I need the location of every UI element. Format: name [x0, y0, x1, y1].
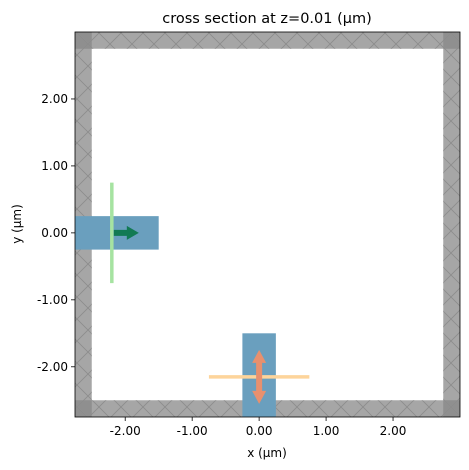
- x-tick-label: -2.00: [110, 424, 141, 438]
- x-tick-label: 2.00: [380, 424, 407, 438]
- x-axis-label: x (μm): [247, 446, 287, 460]
- plot-area: [75, 32, 460, 417]
- x-tick-label: -1.00: [177, 424, 208, 438]
- source-direction-arrow: [113, 225, 139, 240]
- pml-right-hatch: [443, 32, 460, 417]
- plot-frame: [74, 31, 461, 418]
- y-axis: 2.00 1.00 0.00 -1.00 -2.00: [37, 92, 75, 374]
- y-tick-label: 2.00: [41, 92, 68, 106]
- pml-top-hatch: [75, 32, 460, 49]
- y-tick-label: -2.00: [37, 360, 68, 374]
- monitor-direction-arrow: [252, 349, 267, 404]
- flux-monitor: [208, 349, 310, 404]
- x-tick-label: 1.00: [313, 424, 340, 438]
- y-tick-label: -1.00: [37, 293, 68, 307]
- x-axis: -2.00 -1.00 0.00 1.00 2.00: [110, 417, 407, 438]
- x-tick-label: 0.00: [246, 424, 273, 438]
- y-tick-label: 0.00: [41, 226, 68, 240]
- y-axis-label: y (μm): [10, 204, 24, 244]
- mode-source: [110, 182, 139, 284]
- plot-title: cross section at z=0.01 (μm): [162, 11, 372, 27]
- y-tick-label: 1.00: [41, 159, 68, 173]
